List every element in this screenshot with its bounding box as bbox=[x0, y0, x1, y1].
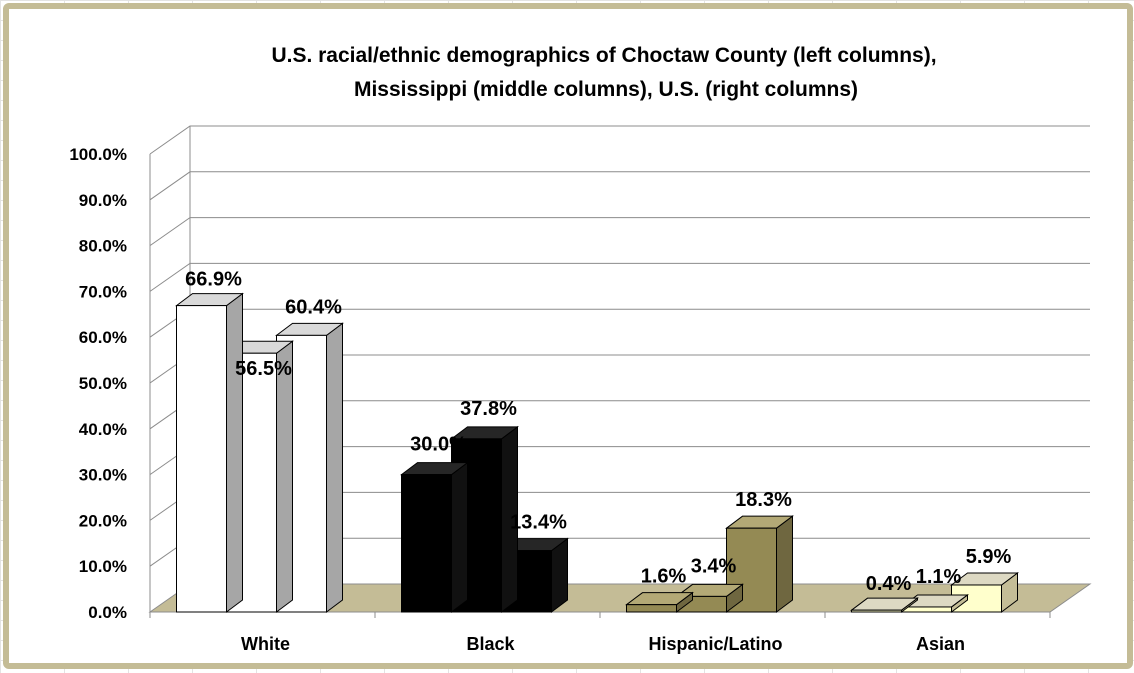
y-tick-label: 80.0% bbox=[79, 237, 127, 256]
category-label-white: White bbox=[241, 634, 290, 654]
y-tick-label: 50.0% bbox=[79, 374, 127, 393]
data-label-black-series-3: 13.4% bbox=[510, 512, 567, 534]
gridline bbox=[149, 125, 1090, 155]
y-tick-label: 100.0% bbox=[69, 145, 127, 164]
y-tick-label: 90.0% bbox=[79, 191, 127, 210]
y-tick-label: 10.0% bbox=[79, 557, 127, 576]
data-label-asian-series-1: 0.4% bbox=[866, 573, 912, 595]
category-label-hispanic-latino: Hispanic/Latino bbox=[648, 634, 782, 654]
bar-hispanic-latino-series-1 bbox=[625, 591, 694, 613]
data-labels: 60.4%56.5%66.9%13.4%37.8%30.0%18.3%3.4%1… bbox=[185, 269, 1011, 596]
category-label-black: Black bbox=[466, 634, 515, 654]
data-label-hispanic-latino-series-3: 18.3% bbox=[735, 489, 792, 511]
chart-title: U.S. racial/ethnic demographics of Choct… bbox=[271, 44, 936, 101]
bar-white-series-1 bbox=[175, 292, 244, 613]
chart-title-line-2: Mississippi (middle columns), U.S. (righ… bbox=[354, 78, 858, 101]
chart-title-line-1: U.S. racial/ethnic demographics of Choct… bbox=[271, 44, 936, 67]
data-label-white-series-3: 60.4% bbox=[285, 296, 342, 318]
y-axis-ticks: 0.0% 10.0% 20.0% 30.0% 40.0% 50.0% 60.0% 70.0% 8… bbox=[69, 145, 127, 622]
y-tick-label: 60.0% bbox=[79, 328, 127, 347]
bar-asian-series-1 bbox=[850, 597, 919, 613]
gridline bbox=[149, 262, 1090, 292]
category-label-asian: Asian bbox=[916, 634, 965, 654]
y-tick-label: 20.0% bbox=[79, 511, 127, 530]
bar-black-series-1 bbox=[400, 461, 469, 613]
bar-asian-series-3 bbox=[950, 571, 1019, 613]
y-tick-label: 40.0% bbox=[79, 420, 127, 439]
data-label-white-series-1: 66.9% bbox=[185, 269, 242, 291]
bars bbox=[175, 292, 1019, 613]
data-label-black-series-2: 37.8% bbox=[460, 398, 517, 420]
y-tick-label: 70.0% bbox=[79, 282, 127, 301]
data-label-asian-series-3: 5.9% bbox=[966, 546, 1012, 568]
x-axis-categories: White Black Hispanic/Latino Asian bbox=[241, 634, 965, 654]
data-label-hispanic-latino-series-1: 1.6% bbox=[641, 566, 687, 588]
data-label-asian-series-2: 1.1% bbox=[916, 566, 962, 588]
y-tick-label: 0.0% bbox=[88, 603, 127, 622]
data-label-white-series-2: 56.5% bbox=[235, 358, 292, 380]
data-label-black-series-1: 30.0% bbox=[410, 434, 467, 456]
y-tick-label: 30.0% bbox=[79, 466, 127, 485]
gridline bbox=[149, 217, 1090, 247]
gridline bbox=[149, 171, 1090, 201]
data-label-hispanic-latino-series-2: 3.4% bbox=[691, 555, 737, 577]
